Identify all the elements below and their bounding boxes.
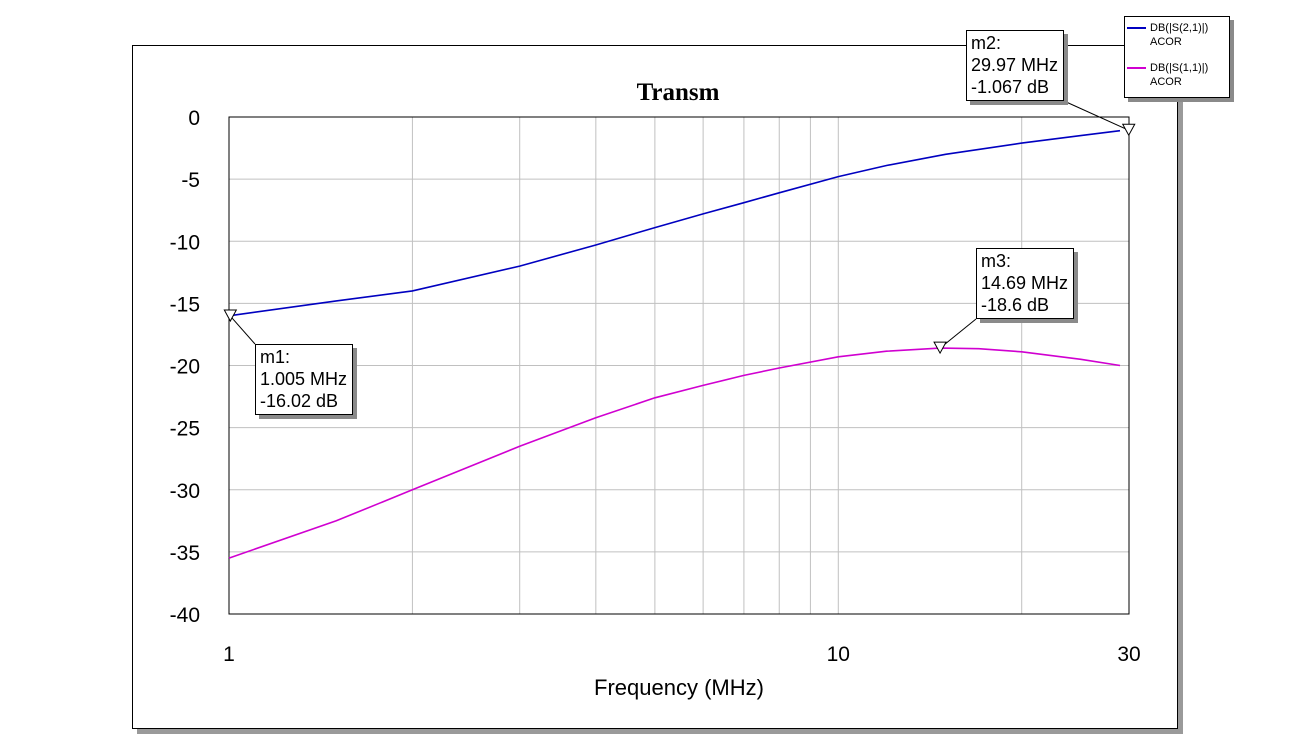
legend-label-s11: DB(|S(1,1)|): [1150, 62, 1209, 74]
marker-m2-name: m2:: [971, 33, 1002, 53]
plot-border: [228, 116, 1130, 615]
x-tick-label: 30: [1117, 643, 1140, 666]
y-tick-labels: 0 -5 -10 -15 -20 -25 -30 -35 -40: [170, 107, 200, 627]
marker-m1-freq: 1.005 MHz: [260, 369, 348, 389]
series-lines: [228, 129, 1121, 559]
marker-m2-box[interactable]: m2: 29.97 MHz -1.067 dB: [966, 30, 1065, 101]
legend: DB(|S(2,1)|) ACOR DB(|S(1,1)|) ACOR: [1124, 16, 1230, 98]
y-tick-label: -25: [170, 418, 200, 441]
marker-triangle[interactable]: [933, 341, 947, 355]
marker-leader-line: [1063, 100, 1129, 131]
y-tick-label: -30: [170, 480, 200, 503]
marker-leader-line: [939, 318, 977, 349]
y-tick-label: -35: [170, 542, 200, 565]
y-tick-label: -10: [170, 231, 200, 254]
marker-m1-box[interactable]: m1: 1.005 MHz -16.02 dB: [255, 344, 354, 415]
marker-m3-name: m3:: [981, 251, 1012, 271]
y-tick-label: 0: [188, 107, 200, 130]
y-tick-label: -40: [170, 604, 200, 627]
legend-swatch-s11: [1127, 67, 1146, 69]
x-tick-labels: 1 10 30: [223, 643, 1141, 666]
legend-label-s21: DB(|S(2,1)|): [1150, 22, 1209, 34]
legend-swatch-s21: [1127, 27, 1146, 29]
y-tick-label: -5: [181, 169, 200, 192]
legend-sublabel-s11: ACOR: [1150, 76, 1182, 88]
marker-leaders: [229, 100, 1129, 349]
marker-m2-value: -1.067 dB: [971, 77, 1050, 97]
legend-sublabel-s21: ACOR: [1150, 36, 1182, 48]
marker-triangle[interactable]: [223, 309, 238, 323]
series-line-s11: [228, 347, 1121, 559]
marker-m2-freq: 29.97 MHz: [971, 55, 1059, 75]
marker-triangle[interactable]: [1121, 123, 1136, 137]
marker-leader-line: [229, 315, 256, 345]
y-tick-label: -20: [170, 356, 200, 379]
marker-m1-value: -16.02 dB: [260, 391, 339, 411]
x-tick-label: 1: [223, 643, 235, 666]
y-tick-label: -15: [170, 293, 200, 316]
chart-title: Transm: [637, 79, 720, 106]
marker-m3-value: -18.6 dB: [981, 295, 1050, 315]
x-axis-label: Frequency (MHz): [594, 675, 764, 700]
x-tick-label: 10: [827, 643, 850, 666]
marker-triangles: [223, 123, 1136, 355]
marker-m3-freq: 14.69 MHz: [981, 273, 1069, 293]
series-line-s21: [228, 129, 1121, 317]
marker-m3-box[interactable]: m3: 14.69 MHz -18.6 dB: [976, 248, 1075, 319]
marker-m1-name: m1:: [260, 347, 291, 367]
